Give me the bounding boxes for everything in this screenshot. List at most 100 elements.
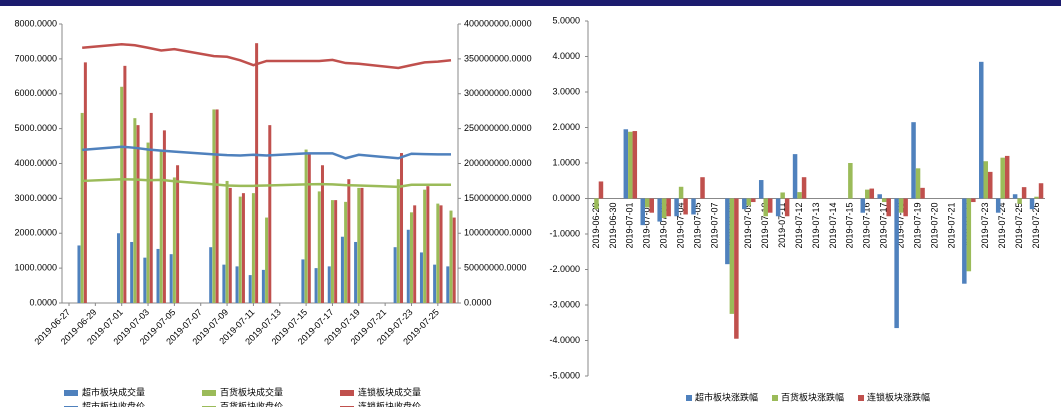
- bar: [304, 149, 308, 303]
- bar: [700, 177, 705, 199]
- bar: [327, 266, 331, 303]
- x-tick-label: 2019-07-09: [743, 203, 753, 249]
- y2-tick-label: 350000000.0000: [464, 53, 532, 63]
- bar: [251, 193, 255, 303]
- x-tick-label: 2019-07-01: [625, 203, 635, 249]
- x-tick-label: 2019-07-10: [760, 203, 770, 249]
- bar: [1038, 183, 1044, 199]
- y2-tick-label: 0.0000: [464, 297, 492, 307]
- bar: [640, 198, 645, 226]
- x-tick-label: 2019-07-20: [929, 203, 939, 249]
- bar: [225, 180, 229, 303]
- bar: [452, 217, 456, 303]
- bar: [920, 187, 925, 199]
- bar: [317, 191, 321, 303]
- x-tick-label: 2019-07-18: [896, 203, 906, 249]
- bar: [767, 198, 773, 213]
- legend-label: 连锁板块收盘价: [358, 400, 421, 407]
- bar: [1029, 198, 1035, 210]
- bar: [729, 198, 735, 314]
- x-tick-label: 2019-06-28: [591, 203, 601, 249]
- x-tick-label: 2019-07-15: [845, 203, 855, 249]
- bar: [169, 254, 173, 303]
- bar: [1017, 198, 1022, 204]
- bar: [894, 198, 899, 329]
- bar: [357, 187, 361, 303]
- bar: [439, 205, 443, 303]
- bar: [661, 198, 667, 219]
- bar: [1021, 187, 1027, 199]
- bar: [149, 112, 153, 304]
- x-tick-label: 2019-07-02: [642, 203, 652, 249]
- bar: [886, 198, 891, 217]
- bar: [971, 198, 976, 203]
- bar: [159, 151, 163, 303]
- y-tick-label: 5.0000: [552, 15, 580, 25]
- bar: [911, 122, 916, 199]
- x-tick-label: 2019-07-07: [709, 203, 719, 249]
- legend-swatch: [686, 395, 692, 401]
- bar: [301, 259, 305, 303]
- bar: [666, 198, 671, 217]
- x-tick-label: 2019-06-30: [608, 203, 618, 249]
- bar: [979, 61, 984, 199]
- bar: [848, 163, 853, 199]
- bar: [632, 131, 638, 199]
- bar: [792, 154, 798, 199]
- legend-label: 百货板块收盘价: [220, 400, 283, 407]
- bar: [449, 210, 453, 303]
- bar: [146, 142, 150, 303]
- y-tick-label: -1.0000: [549, 228, 580, 238]
- bar: [683, 198, 688, 215]
- y-tick-label: 8000.0000: [14, 18, 57, 28]
- legend-label: 超市板块涨跌幅: [695, 391, 758, 402]
- x-tick-label: 2019-07-03: [659, 203, 669, 249]
- bar: [436, 203, 440, 303]
- bar: [209, 247, 213, 303]
- bar: [354, 241, 358, 303]
- legend-swatch: [202, 390, 216, 396]
- y-tick-label: 4.0000: [552, 51, 580, 61]
- bar: [248, 275, 252, 303]
- bar: [400, 153, 404, 303]
- legend-swatch: [858, 395, 864, 401]
- y-tick-label: 3000.0000: [14, 193, 57, 203]
- y-tick-label: 6000.0000: [14, 88, 57, 98]
- y-tick-label: 4000.0000: [14, 158, 57, 168]
- bar: [314, 268, 318, 303]
- bar: [780, 192, 785, 199]
- bar: [915, 168, 921, 199]
- bar: [860, 198, 866, 213]
- bar: [80, 112, 84, 304]
- bar: [784, 198, 790, 217]
- bar: [644, 198, 650, 208]
- y2-tick-label: 150000000.0000: [464, 193, 532, 203]
- bar: [176, 165, 180, 303]
- bar: [426, 186, 430, 303]
- bar: [628, 131, 633, 199]
- legend-label: 超市板块成交量: [82, 386, 145, 397]
- y-tick-label: 0.0000: [29, 297, 57, 307]
- y-tick-label: 2.0000: [552, 122, 580, 132]
- bar: [869, 188, 875, 199]
- bar: [156, 248, 160, 303]
- x-tick-label: 2019-07-14: [828, 203, 838, 249]
- bar: [393, 247, 397, 303]
- bar: [691, 198, 696, 215]
- legend-label: 连锁板块成交量: [358, 386, 421, 397]
- x-tick-label: 2019-07-26: [1031, 203, 1041, 249]
- bar: [120, 86, 124, 304]
- x-tick-label: 2019-07-24: [997, 203, 1007, 249]
- bar: [594, 198, 599, 210]
- bar: [725, 198, 730, 265]
- legend-swatch: [340, 390, 354, 396]
- bar: [235, 266, 239, 303]
- bar: [340, 236, 344, 303]
- x-tick-label: 2019-07-16: [862, 203, 872, 249]
- bar: [136, 125, 140, 303]
- y-tick-label: 0.0000: [552, 193, 580, 203]
- bar: [330, 200, 334, 303]
- bar: [83, 62, 87, 303]
- x-tick-label: 2019-07-25: [1014, 203, 1024, 249]
